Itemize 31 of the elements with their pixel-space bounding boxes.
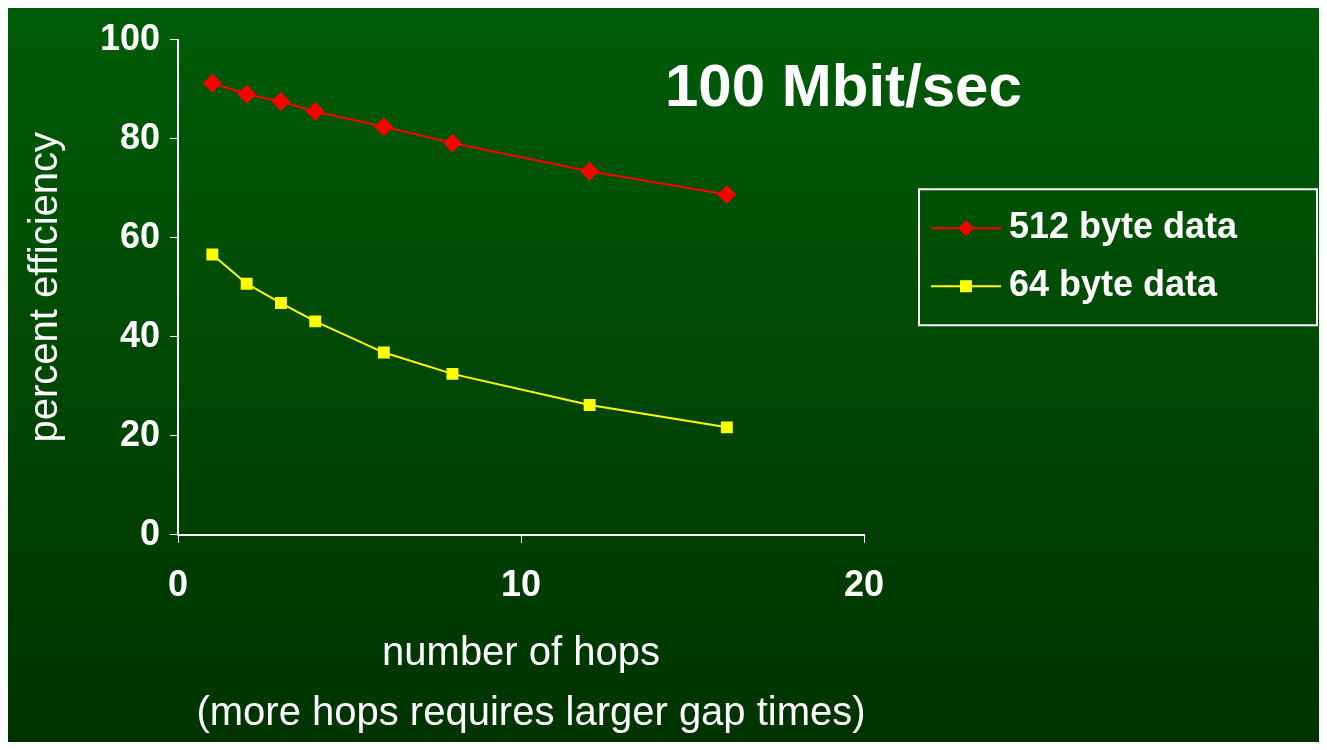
y-tick-label: 80	[120, 115, 161, 157]
point	[203, 74, 222, 93]
y-tick-label: 60	[120, 214, 161, 256]
point	[206, 248, 219, 261]
point	[717, 185, 736, 204]
point	[309, 315, 322, 328]
legend-label: 64 byte data	[1009, 263, 1219, 305]
x-axis-title: number of hops	[382, 629, 661, 674]
x-tick-label: 10	[501, 563, 542, 605]
y-tick-label: 40	[120, 313, 161, 355]
y-tick-label: 0	[140, 511, 161, 553]
point	[377, 346, 390, 359]
point	[446, 367, 459, 380]
x-tick-label: 0	[168, 563, 189, 605]
chart-title: 100 Mbit/sec	[665, 52, 1022, 120]
text: (more hops requires larger gap times)	[196, 689, 866, 734]
legend-label: 512 byte data	[1009, 205, 1239, 247]
point	[583, 399, 596, 412]
point	[237, 85, 256, 104]
point	[374, 117, 393, 136]
point	[720, 421, 733, 434]
point	[306, 102, 325, 121]
point	[443, 134, 462, 153]
y-tick-label: 100	[99, 16, 161, 58]
point	[275, 297, 287, 309]
y-axis-title: percent efficiency	[21, 131, 66, 443]
point	[240, 277, 253, 290]
x-tick-label: 20	[843, 563, 885, 605]
point	[271, 92, 290, 111]
y-tick-label: 20	[120, 412, 161, 454]
point	[580, 162, 599, 181]
